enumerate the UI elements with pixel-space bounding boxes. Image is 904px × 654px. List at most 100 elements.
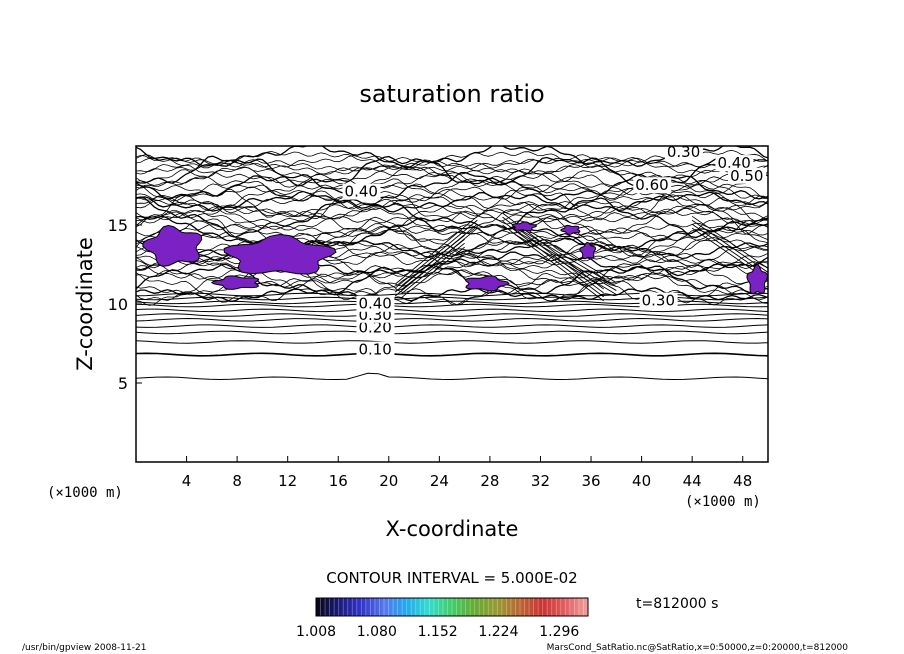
colorbar-stripes: [320, 598, 584, 616]
contour-label-bg: [356, 341, 395, 358]
contour-label-bg: [356, 319, 395, 336]
x-tick-label: 32: [531, 472, 550, 490]
contour-line: [136, 170, 768, 197]
contour-label-bg: [728, 167, 767, 184]
contour-line: [136, 372, 768, 381]
contour-line: [136, 188, 768, 222]
time-label: t=812000 s: [636, 596, 718, 612]
contour-line: [136, 308, 768, 313]
contour-label: 0.30: [642, 292, 675, 310]
contour-line: [502, 220, 604, 298]
contour-line: [136, 330, 768, 335]
shaded-region: [210, 275, 260, 290]
contour-line: [136, 222, 768, 237]
y-tick-label: 5: [118, 374, 128, 393]
shaded-region: [579, 241, 597, 260]
contour-line: [136, 196, 768, 239]
contour-label: 0.50: [730, 167, 763, 185]
contour-line: [136, 160, 768, 175]
x-tick-label: 44: [683, 472, 702, 490]
contour-label: 0.30: [667, 143, 700, 161]
contour-line: [136, 352, 768, 357]
x-tick-label: 4: [182, 472, 192, 490]
shaded-region: [464, 275, 510, 292]
contour-label-bg: [633, 177, 672, 194]
colorbar-tick-label: 1.296: [539, 624, 579, 640]
contour-line: [401, 234, 465, 287]
x-axis: 4 8 12 16 20 24 28 32 36 40 44 48: [182, 456, 752, 490]
contour-line: [136, 186, 768, 212]
contour-line: [394, 219, 478, 289]
shaded-region: [746, 263, 768, 295]
contour-line: [136, 324, 768, 328]
contour-label: 0.40: [345, 183, 378, 201]
contour-label: 0.40: [717, 154, 750, 172]
shaded-regions: [142, 221, 768, 295]
x-tick-label: 48: [733, 472, 752, 490]
contour-line: [136, 157, 768, 172]
contour-line: [401, 246, 465, 299]
contour-line: [394, 215, 478, 285]
shaded-region: [511, 221, 538, 232]
contour-line: [136, 287, 768, 303]
shaded-region: [142, 224, 203, 267]
contour-line: [136, 340, 768, 344]
contour-line: [514, 222, 617, 284]
chart-title: saturation ratio: [359, 80, 544, 108]
contour-line: [136, 204, 768, 236]
contour-interval: CONTOUR INTERVAL = 5.000E-02: [326, 569, 577, 587]
contour-line: [136, 169, 768, 210]
contour-label-bg: [342, 183, 381, 200]
contour-label-bg: [356, 295, 395, 312]
colorbar-tick-label: 1.152: [418, 624, 458, 640]
x-tick-label: 16: [329, 472, 348, 490]
contour-line: [514, 226, 617, 288]
contour-line: [691, 215, 768, 269]
contour-line: [502, 224, 604, 302]
contour-label-bg: [664, 146, 703, 161]
contour-line: [401, 242, 465, 295]
x-tick-label: 8: [232, 472, 242, 490]
contour-label: 0.60: [635, 176, 668, 194]
contour-line: [136, 204, 768, 224]
contour-label: 0.20: [358, 318, 391, 336]
x-tick-label: 28: [480, 472, 499, 490]
contour-line: [136, 228, 768, 255]
x-tick-label: 40: [632, 472, 651, 490]
contour-line: [136, 226, 768, 263]
contour-line: [136, 183, 768, 202]
x-unit-right: (×1000 m): [685, 494, 761, 510]
x-tick-label: 12: [278, 472, 297, 490]
y-tick-label: 15: [108, 216, 128, 235]
contour-line: [136, 199, 768, 217]
x-tick-label: 36: [581, 472, 600, 490]
colorbar-ticks: 1.008 1.080 1.152 1.224 1.296: [296, 624, 579, 640]
contour-line: [514, 230, 617, 291]
contour-line: [136, 149, 768, 169]
contour-line: [136, 210, 768, 243]
y-axis-label: Z-coordinate: [73, 237, 97, 371]
colorbar-tick-label: 1.080: [357, 624, 397, 640]
contour-label-bg: [715, 155, 754, 172]
contour-line: [691, 219, 768, 273]
x-axis-label: X-coordinate: [386, 517, 519, 541]
colorbar: 1.008 1.080 1.152 1.224 1.296: [296, 597, 589, 640]
contour-labels: 0.100.200.300.400.300.400.500.600.400.30: [342, 143, 767, 359]
x-tick-label: 20: [379, 472, 398, 490]
contour-label: 0.10: [358, 341, 391, 359]
contour-label-bg: [639, 292, 678, 309]
contour-label: 0.40: [358, 295, 391, 313]
y-axis: 5 10 15: [108, 216, 142, 393]
contour-line: [136, 194, 768, 227]
shaded-region: [560, 224, 581, 235]
contour-line: [136, 190, 768, 213]
contour-line: [401, 238, 465, 291]
colorbar-tick-label: 1.008: [296, 624, 336, 640]
footer-right: MarsCond_SatRatio.nc@SatRatio,x=0:50000,…: [547, 643, 849, 653]
plot-area: 0.100.200.300.400.300.400.500.600.400.30: [136, 143, 768, 381]
colorbar-frame: [315, 597, 589, 617]
contour-line: [136, 146, 768, 169]
y-tick-label: 10: [108, 295, 128, 314]
contour-line: [514, 234, 617, 295]
